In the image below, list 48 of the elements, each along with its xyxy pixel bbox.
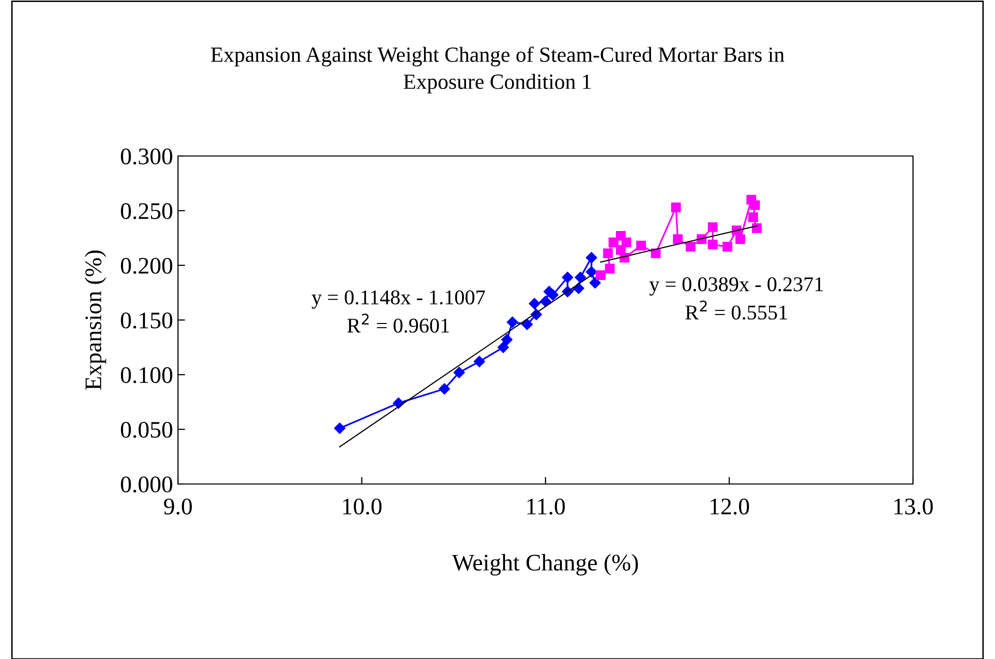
point xyxy=(672,234,683,244)
x-tick-label: 9.0 xyxy=(164,498,192,515)
point xyxy=(708,222,718,232)
point xyxy=(750,200,760,210)
point xyxy=(506,316,518,328)
point xyxy=(616,245,626,255)
y-tick-label: 0.250 xyxy=(120,203,172,220)
point xyxy=(474,356,485,368)
point xyxy=(636,240,646,251)
x-tick-label: 10.0 xyxy=(343,498,382,515)
point xyxy=(498,342,509,353)
point xyxy=(596,270,606,280)
point xyxy=(752,223,762,234)
point xyxy=(708,240,718,250)
point xyxy=(454,366,465,378)
point xyxy=(722,242,732,252)
y-tick-label: 0.050 xyxy=(120,422,172,438)
point xyxy=(438,383,450,394)
chart-title: Expansion Against Weight Change of Steam-Cured Mortar Bars in Exposure Condition 1 xyxy=(210,46,784,94)
point xyxy=(562,272,574,283)
y-tick-label: 0.100 xyxy=(120,367,172,384)
point xyxy=(574,272,586,283)
y-tick-label: 0.150 xyxy=(120,312,172,329)
point xyxy=(671,202,681,212)
x-tick-label: 13.0 xyxy=(894,498,933,515)
x-tick-label: 11.0 xyxy=(527,498,565,515)
point xyxy=(522,318,533,330)
y-tick-label: 0.300 xyxy=(120,148,172,165)
point xyxy=(501,334,513,346)
point xyxy=(528,298,540,310)
y-tick-label: 0.000 xyxy=(120,476,172,493)
point xyxy=(686,242,696,252)
point xyxy=(603,248,613,258)
x-tick-label: 12.0 xyxy=(710,498,750,515)
point xyxy=(334,422,346,434)
annotation: y = 0.0389x - 0.2371 R$^{2}$ = 0.5551 xyxy=(649,277,823,320)
point xyxy=(590,277,601,288)
y-tick-label: 0.200 xyxy=(120,258,172,274)
point xyxy=(604,264,615,274)
point xyxy=(586,252,598,264)
y-axis-title: Expansion (%) xyxy=(84,250,106,390)
point xyxy=(572,282,584,294)
point xyxy=(748,212,758,222)
annotation: y = 0.1148x - 1.1007 R$^{2}$ = 0.9601 xyxy=(312,290,485,333)
x-axis-title: Weight Change (%) xyxy=(452,554,638,576)
point xyxy=(540,296,552,308)
point xyxy=(735,234,746,244)
point xyxy=(586,266,598,278)
